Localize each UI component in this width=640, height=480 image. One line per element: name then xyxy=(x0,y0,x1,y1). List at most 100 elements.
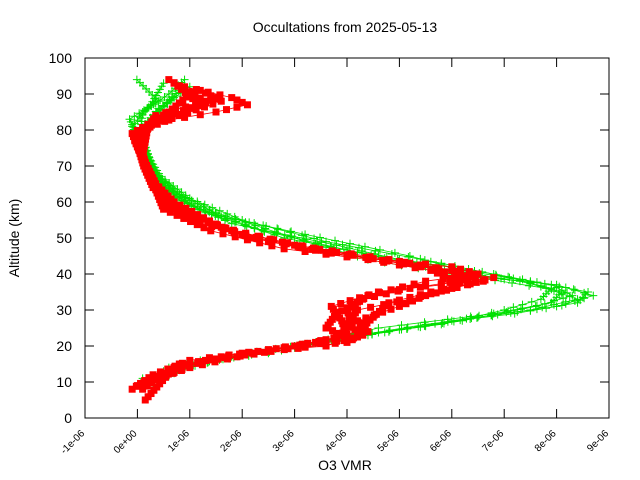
data-point xyxy=(362,314,370,322)
data-point xyxy=(205,218,213,226)
data-point xyxy=(416,293,424,300)
data-point xyxy=(403,323,412,332)
data-point xyxy=(238,349,246,357)
data-point xyxy=(317,340,325,348)
data-point xyxy=(163,98,172,107)
data-point xyxy=(552,283,561,292)
data-point xyxy=(262,222,271,231)
data-point xyxy=(159,79,168,88)
data-point xyxy=(422,277,430,285)
data-point xyxy=(191,91,199,99)
data-point xyxy=(260,348,268,356)
data-point xyxy=(140,379,148,387)
data-point xyxy=(270,236,278,244)
data-point xyxy=(487,308,496,317)
data-point xyxy=(200,200,209,209)
data-point xyxy=(132,75,141,84)
data-point xyxy=(333,333,341,341)
data-point xyxy=(460,276,468,284)
data-point xyxy=(212,108,220,116)
data-point xyxy=(469,270,477,278)
data-point xyxy=(243,101,251,109)
data-point xyxy=(427,266,435,274)
data-point xyxy=(242,230,250,238)
data-point xyxy=(211,211,220,220)
profile-line xyxy=(136,82,485,383)
data-point xyxy=(458,316,467,325)
data-point xyxy=(427,290,435,298)
data-point xyxy=(180,107,188,115)
data-point xyxy=(128,130,136,138)
data-point xyxy=(208,203,217,212)
data-point xyxy=(144,378,152,386)
data-point xyxy=(231,233,239,241)
data-point xyxy=(322,336,330,344)
data-point xyxy=(202,89,210,97)
data-point xyxy=(207,92,215,100)
data-point xyxy=(172,92,181,101)
data-point xyxy=(160,116,168,124)
data-point xyxy=(284,345,292,353)
data-point xyxy=(526,279,535,287)
data-point xyxy=(249,234,257,242)
data-point xyxy=(158,101,167,110)
data-point xyxy=(414,262,422,270)
data-point xyxy=(312,245,320,253)
data-point xyxy=(200,103,208,111)
data-point xyxy=(133,382,141,390)
data-point xyxy=(310,234,319,243)
data-point xyxy=(343,304,351,312)
data-point xyxy=(162,109,170,117)
data-point xyxy=(287,227,296,236)
data-point xyxy=(260,227,269,236)
data-point xyxy=(328,248,336,256)
data-point xyxy=(340,337,348,345)
data-point xyxy=(139,123,147,131)
data-point xyxy=(327,302,335,310)
data-point xyxy=(505,273,514,282)
data-point xyxy=(338,307,346,315)
data-point xyxy=(452,282,460,290)
data-point xyxy=(192,86,200,93)
data-point xyxy=(183,208,191,216)
data-point xyxy=(379,256,387,264)
y-tick-labels: 0 10 20 30 40 50 60 70 80 90 100 xyxy=(49,50,73,426)
data-point xyxy=(228,94,236,102)
data-point xyxy=(189,95,197,103)
data-point xyxy=(382,290,390,298)
data-point xyxy=(475,311,484,320)
data-point xyxy=(196,102,204,110)
data-point xyxy=(549,297,558,305)
data-point xyxy=(437,280,445,288)
data-point xyxy=(160,193,168,201)
data-point xyxy=(139,385,147,393)
data-point xyxy=(569,285,578,294)
data-point xyxy=(154,104,163,113)
data-point xyxy=(153,187,161,195)
y-tick-label: 40 xyxy=(56,266,72,282)
data-point xyxy=(472,278,480,286)
data-point xyxy=(422,292,430,300)
data-point xyxy=(450,267,458,275)
axis-ticks xyxy=(84,57,610,419)
x-tick-label: 7e-06 xyxy=(480,428,506,454)
data-point xyxy=(443,286,451,294)
data-point xyxy=(547,284,556,293)
y-axis-label: Altitude (km) xyxy=(6,199,22,278)
data-point xyxy=(322,342,330,350)
data-point xyxy=(202,356,210,364)
data-point xyxy=(272,345,280,353)
data-point xyxy=(233,353,241,361)
data-point xyxy=(194,359,202,367)
data-point xyxy=(464,281,472,289)
data-point xyxy=(294,344,302,352)
data-point xyxy=(180,214,188,222)
data-point xyxy=(449,317,458,326)
y-tick-label: 70 xyxy=(56,158,72,174)
data-point xyxy=(148,379,156,387)
data-point xyxy=(182,103,190,111)
y-tick-label: 90 xyxy=(56,86,72,102)
data-point xyxy=(353,306,361,314)
data-point xyxy=(526,306,535,315)
